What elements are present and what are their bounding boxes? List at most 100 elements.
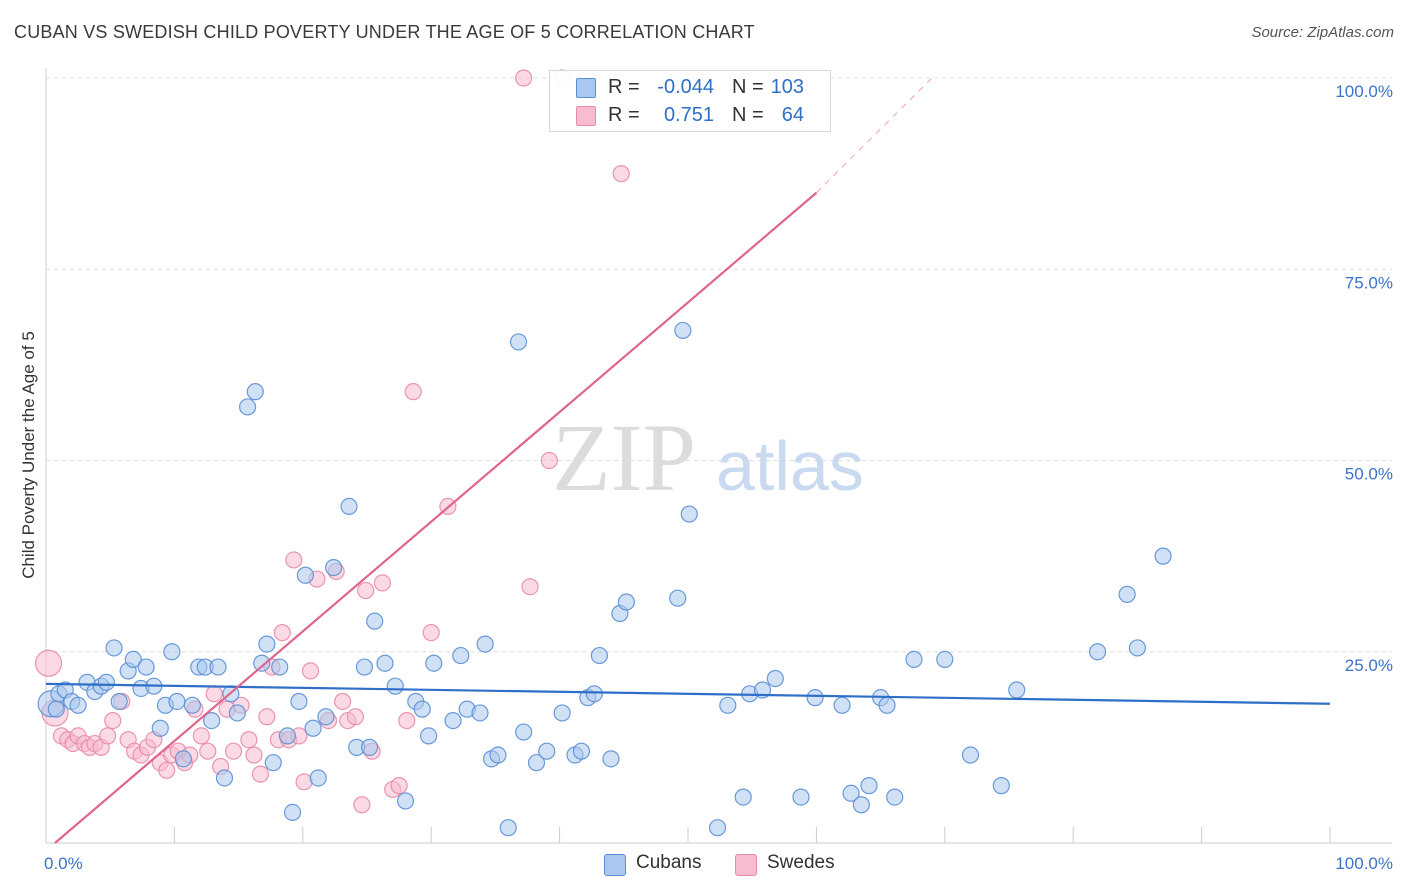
- cuban-point-47: [360, 738, 379, 756]
- cuban-point-66: [527, 754, 546, 772]
- swedes-trend-extension: [816, 77, 933, 194]
- cubans-n-label: N =: [732, 76, 764, 98]
- swede-point-38: [273, 624, 291, 642]
- swede-point-58: [422, 624, 440, 642]
- cuban-point-99: [1008, 681, 1026, 699]
- cuban-point-38: [290, 692, 308, 711]
- swede-point-30: [224, 742, 243, 760]
- cuban-point-19: [163, 643, 181, 661]
- cuban-point-79: [680, 505, 698, 523]
- cuban-point-86: [792, 788, 810, 806]
- swede-point-25: [192, 727, 210, 745]
- cuban-point-72: [585, 685, 603, 703]
- swede-point-51: [357, 581, 375, 600]
- cuban-point-64: [509, 333, 528, 351]
- cubans-n-value: 103: [770, 76, 804, 98]
- cuban-point-88: [833, 696, 851, 714]
- swedes-legend-label: Swedes: [767, 852, 835, 873]
- swede-point-57: [404, 383, 422, 401]
- chart-title: CUBAN VS SWEDISH CHILD POVERTY UNDER THE…: [14, 22, 755, 42]
- y-tick-label-0: 25.0%: [1345, 656, 1393, 675]
- watermark-zip: ZIP: [552, 404, 696, 511]
- swede-point-27: [205, 685, 223, 703]
- cuban-point-15: [137, 658, 155, 676]
- cubans-trend-line: [45, 682, 1331, 705]
- cuban-point-63: [499, 819, 517, 837]
- cubans-points: [37, 321, 1172, 837]
- cuban-point-50: [386, 677, 404, 695]
- cubans-swatch: [576, 78, 596, 98]
- swede-point-49: [346, 708, 365, 726]
- swede-point-55: [390, 777, 408, 795]
- swede-point-43: [301, 662, 320, 680]
- cubans-legend-swatch: [604, 854, 626, 876]
- swedes-legend-swatch: [735, 854, 757, 876]
- cuban-point-49: [376, 654, 394, 672]
- swede-point-26: [199, 742, 217, 760]
- swede-point-42: [295, 773, 313, 791]
- swedes-swatch: [576, 106, 596, 126]
- cuban-point-76: [617, 593, 635, 611]
- swedes-r-value: 0.751: [663, 104, 714, 126]
- swede-point-11: [104, 711, 122, 730]
- swede-point-53: [373, 574, 392, 592]
- x-tick-label-1: 100.0%: [1335, 854, 1393, 873]
- grid: [46, 77, 1392, 653]
- cuban-point-25: [203, 711, 221, 730]
- swede-point-47: [334, 692, 352, 711]
- cuban-point-21: [174, 750, 192, 768]
- cuban-point-81: [719, 696, 737, 714]
- cuban-point-42: [317, 708, 335, 726]
- cuban-point-101: [1118, 585, 1136, 603]
- swede-point-56: [398, 711, 416, 730]
- watermark-atlas: atlas: [716, 427, 864, 505]
- cuban-point-74: [602, 750, 620, 768]
- swede-point-33: [245, 746, 263, 764]
- series-legend: Cubans Swedes: [0, 852, 1406, 878]
- cubans-r-label: R =: [608, 76, 640, 98]
- cuban-point-10: [105, 639, 123, 657]
- cuban-point-30: [238, 398, 257, 416]
- swedes-r-label: R =: [608, 104, 640, 126]
- swede-point-34: [251, 765, 270, 783]
- cuban-point-100: [1088, 643, 1107, 661]
- cubans-r-value: -0.044: [657, 76, 714, 98]
- cuban-point-60: [476, 635, 494, 653]
- cuban-point-44: [340, 497, 358, 515]
- cuban-point-95: [905, 650, 923, 669]
- cuban-point-31: [246, 383, 264, 401]
- cuban-point-41: [309, 769, 327, 787]
- cuban-point-22: [183, 696, 201, 714]
- cuban-point-96: [936, 650, 954, 669]
- y-axis-label: Child Poverty Under the Age of 5: [19, 331, 38, 579]
- cuban-point-56: [444, 711, 462, 730]
- cuban-point-93: [878, 696, 896, 714]
- y-tick-label-1: 50.0%: [1345, 465, 1393, 484]
- swede-point-62: [540, 451, 558, 470]
- x-tick-label-0: 0.0%: [44, 854, 83, 873]
- cuban-point-54: [420, 727, 438, 745]
- cuban-point-85: [766, 669, 784, 688]
- cuban-point-34: [264, 754, 282, 772]
- swede-point-35: [258, 708, 276, 726]
- cuban-point-37: [283, 803, 302, 822]
- legend-row-swedes: R = 0.751 N = 64: [550, 101, 830, 129]
- swede-point-32: [240, 731, 258, 749]
- cuban-point-82: [734, 788, 752, 806]
- cubans-legend-label: Cubans: [636, 852, 702, 873]
- cuban-point-90: [852, 796, 870, 814]
- cuban-point-33: [258, 635, 276, 653]
- cuban-point-65: [515, 723, 533, 741]
- swede-point-10: [99, 727, 117, 745]
- cuban-point-97: [961, 746, 980, 764]
- y-tick-label-3: 100.0%: [1335, 82, 1393, 101]
- cuban-point-94: [886, 788, 904, 806]
- swede-point-40: [285, 551, 303, 569]
- correlation-legend: R = -0.044 N = 103 R = 0.751 N = 64: [549, 70, 831, 132]
- cuban-point-62: [489, 746, 507, 764]
- cuban-point-32: [253, 654, 271, 672]
- cuban-point-73: [590, 646, 609, 665]
- cuban-point-103: [1154, 547, 1172, 565]
- swede-point-50: [353, 796, 371, 814]
- cuban-point-67: [538, 742, 556, 760]
